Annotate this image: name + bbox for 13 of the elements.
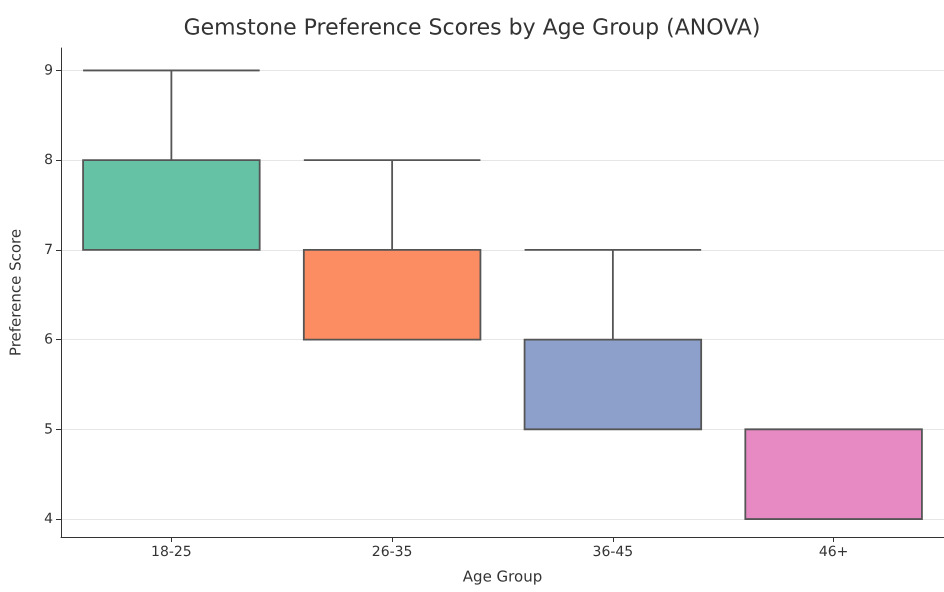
chart-title: Gemstone Preference Scores by Age Group (ANOVA) xyxy=(184,16,760,40)
y-tick-label: 4 xyxy=(44,511,54,528)
x-tick-label: 26-35 xyxy=(372,544,412,560)
y-tick-label: 5 xyxy=(44,421,53,438)
x-axis-title: Age Group xyxy=(462,568,542,586)
x-tick-label: 36-45 xyxy=(592,544,634,560)
y-tick-label: 8 xyxy=(44,152,53,168)
y-tick-label: 6 xyxy=(44,332,54,348)
x-tick-label: 46+ xyxy=(818,544,848,560)
y-axis-title: Preference Score xyxy=(6,228,24,356)
x-tick-label: 18-25 xyxy=(151,544,192,560)
y-tick-label: 9 xyxy=(44,62,53,78)
y-tick-label: 7 xyxy=(44,242,53,258)
